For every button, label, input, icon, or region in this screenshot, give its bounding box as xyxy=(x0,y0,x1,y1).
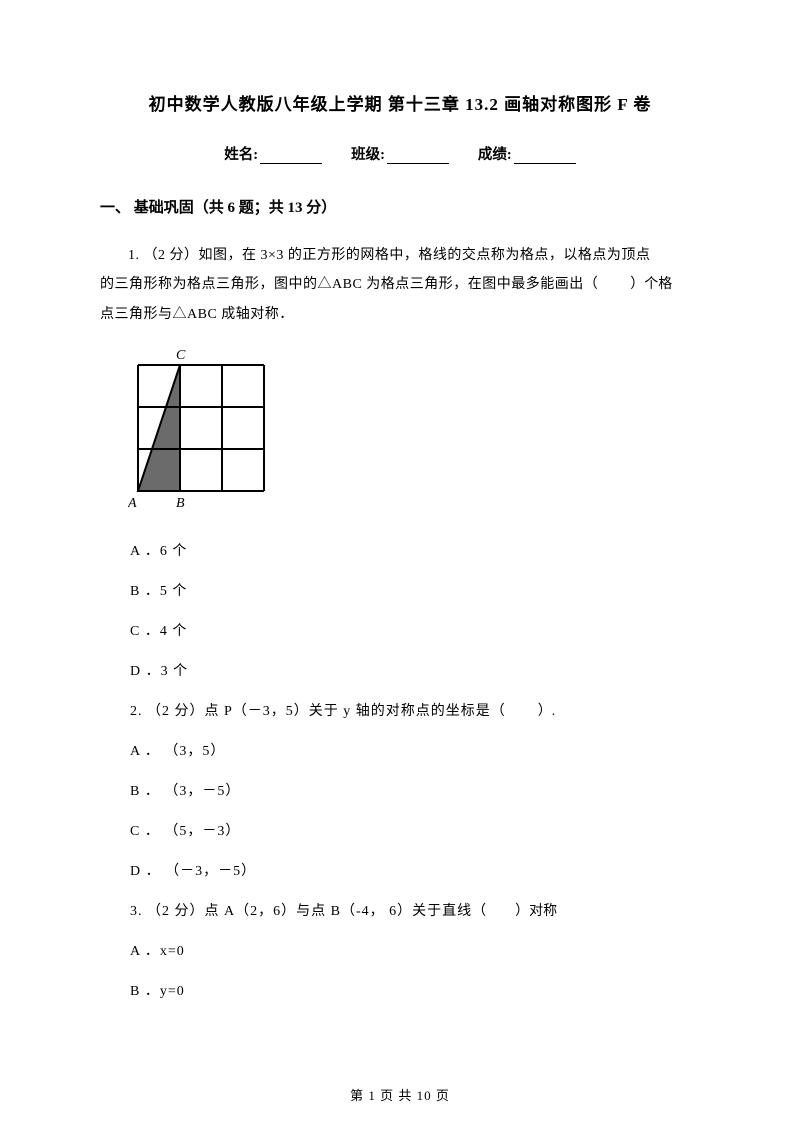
q3-text-a: 3. （2 分）点 A（2，6）与点 B（-4， 6）关于直线（ xyxy=(130,904,487,919)
q1-line2a: 的三角形称为格点三角形，图中的△ABC 为格点三角形，在图中最多能画出（ xyxy=(100,277,598,292)
student-info: 姓名: 班级: 成绩: xyxy=(100,143,700,164)
q1-line2b: ）个格 xyxy=(630,277,672,292)
footer-prefix: 第 xyxy=(350,1088,368,1103)
q2-option-a[interactable]: A ． （3，5） xyxy=(130,740,700,760)
svg-text:C: C xyxy=(176,348,186,363)
grid-svg: C A B xyxy=(128,347,284,513)
svg-text:B: B xyxy=(176,496,185,511)
q1-line3: 点三角形与△ABC 成轴对称． xyxy=(100,307,294,322)
q1-option-b[interactable]: B ．5 个 xyxy=(130,580,700,600)
footer-mid: 页 共 xyxy=(376,1088,417,1103)
q2-text-b: ）. xyxy=(538,704,556,719)
footer-total: 10 xyxy=(417,1088,432,1103)
name-blank[interactable] xyxy=(260,150,322,164)
name-label: 姓名: xyxy=(224,147,258,163)
q1-option-d[interactable]: D ．3 个 xyxy=(130,660,700,680)
section-heading: 一、 基础巩固（共 6 题；共 13 分） xyxy=(100,196,700,217)
q3-option-b[interactable]: B ．y=0 xyxy=(130,980,700,1000)
class-blank[interactable] xyxy=(387,150,449,164)
footer-suffix: 页 xyxy=(432,1088,450,1103)
q2-text-a: 2. （2 分）点 P（－3，5）关于 y 轴的对称点的坐标是（ xyxy=(130,704,506,719)
q1-stem: 1. （2 分）如图，在 3×3 的正方形的网格中，格线的交点称为格点，以格点为… xyxy=(100,241,700,329)
q2-option-d[interactable]: D ． （－3，－5） xyxy=(130,860,700,880)
q1-figure: C A B xyxy=(128,347,700,518)
score-label: 成绩: xyxy=(478,147,512,163)
q3-text-b: ）对称 xyxy=(515,904,557,919)
q1-option-c[interactable]: C ．4 个 xyxy=(130,620,700,640)
class-label: 班级: xyxy=(351,147,385,163)
svg-text:A: A xyxy=(128,496,137,511)
q2-stem: 2. （2 分）点 P（－3，5）关于 y 轴的对称点的坐标是（ ）. xyxy=(130,700,700,720)
page-footer: 第 1 页 共 10 页 xyxy=(0,1085,800,1104)
q3-option-a[interactable]: A ．x=0 xyxy=(130,940,700,960)
footer-page: 1 xyxy=(368,1088,376,1103)
q1-line1: 1. （2 分）如图，在 3×3 的正方形的网格中，格线的交点称为格点，以格点为… xyxy=(128,248,650,263)
q3-stem: 3. （2 分）点 A（2，6）与点 B（-4， 6）关于直线（ ）对称 xyxy=(130,900,700,920)
page-title: 初中数学人教版八年级上学期 第十三章 13.2 画轴对称图形 F 卷 xyxy=(100,90,700,115)
score-blank[interactable] xyxy=(514,150,576,164)
q2-option-c[interactable]: C ． （5，－3） xyxy=(130,820,700,840)
q2-option-b[interactable]: B ． （3，－5） xyxy=(130,780,700,800)
q1-option-a[interactable]: A ．6 个 xyxy=(130,540,700,560)
